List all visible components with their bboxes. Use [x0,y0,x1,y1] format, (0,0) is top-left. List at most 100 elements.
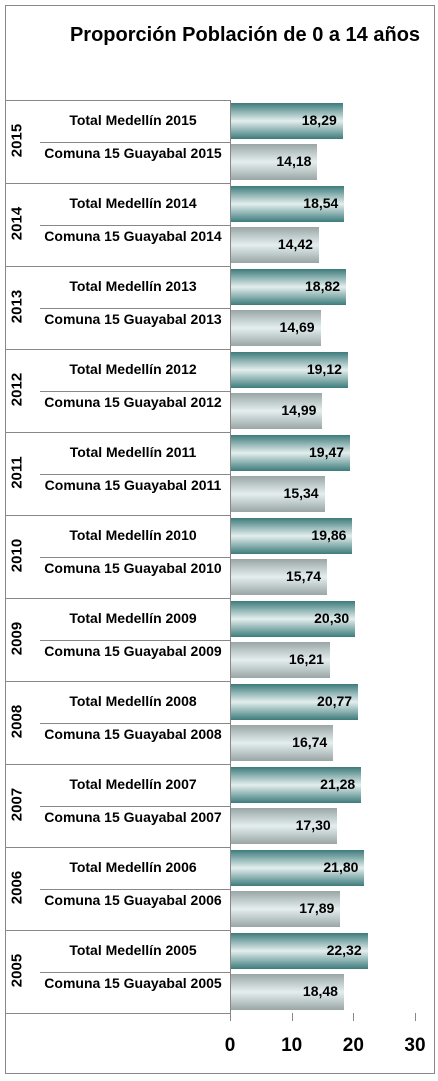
bar [230,808,337,845]
bar [230,227,319,264]
bar [230,559,328,596]
value-label: 17,30 [295,817,331,834]
group-separator [5,598,230,599]
group-label: 2013 [8,289,26,323]
category-label: Total Medellín 2013 [69,277,197,294]
bar-separator [40,141,230,143]
category-label: Comuna 15 Guayabal 2009 [44,643,222,660]
group-separator [5,183,230,184]
group-separator [5,847,230,848]
bar-separator [40,473,230,475]
bar-separator [40,390,230,392]
category-label: Total Medellín 2005 [69,941,197,958]
x-tick-label: 10 [281,1035,303,1056]
value-label: 14,99 [281,402,317,419]
category-label: Total Medellín 2011 [69,443,197,460]
category-label: Total Medellín 2008 [69,692,197,709]
bar [230,144,318,181]
group-separator [5,681,230,682]
value-label: 14,42 [277,236,313,253]
x-tick-label: 20 [342,1035,364,1056]
bar-separator [40,805,230,807]
value-label: 19,86 [311,526,347,543]
value-label: 20,77 [317,692,353,709]
category-label: Total Medellín 2006 [69,858,197,875]
bar [230,393,323,430]
group-label: 2011 [8,455,26,489]
value-label: 21,28 [320,775,356,792]
bar [230,932,368,969]
group-separator [5,266,230,267]
bar [230,517,353,554]
value-label: 14,69 [279,319,315,336]
group-label: 2012 [8,372,26,406]
bar [230,891,341,928]
bar [230,766,362,803]
value-label: 18,29 [301,111,337,128]
group-separator [5,349,230,350]
category-label: Comuna 15 Guayabal 2005 [44,975,222,992]
group-label: 2007 [8,787,26,821]
category-label: Comuna 15 Guayabal 2006 [44,892,222,909]
value-label: 15,34 [283,485,319,502]
value-label: 18,48 [302,983,338,1000]
bar [230,185,345,222]
value-label: 19,12 [306,360,342,377]
bar-separator [40,307,230,309]
value-label: 16,21 [288,651,324,668]
group-label: 2009 [8,621,26,655]
category-label: Comuna 15 Guayabal 2010 [44,560,222,577]
category-label: Comuna 15 Guayabal 2015 [44,145,222,162]
bar [230,102,343,139]
group-label: 2008 [8,704,26,738]
group-separator [5,930,230,931]
category-label: Total Medellín 2015 [69,111,197,128]
group-separator [5,100,230,101]
bar-separator [40,639,230,641]
x-tick-label: 30 [404,1035,426,1056]
group-separator [5,764,230,765]
bar [230,849,365,886]
value-label: 17,89 [299,900,335,917]
tick-mark [291,1013,293,1021]
bar [230,974,344,1011]
bar [230,725,334,762]
value-label: 21,80 [323,858,359,875]
bar [230,434,351,471]
group-label: 2014 [8,206,26,240]
value-label: 14,18 [276,153,312,170]
value-label: 22,32 [326,941,362,958]
value-label: 19,47 [309,443,345,460]
category-label: Comuna 15 Guayabal 2008 [44,726,222,743]
category-label: Total Medellín 2014 [69,194,197,211]
category-label: Comuna 15 Guayabal 2011 [44,477,222,494]
category-label: Comuna 15 Guayabal 2012 [44,394,222,411]
bar [230,476,325,513]
group-label: 2005 [8,953,26,987]
value-label: 18,54 [303,194,339,211]
group-label: 2010 [8,538,26,572]
bar [230,683,359,720]
frame [5,5,435,1074]
value-label: 15,74 [286,568,322,585]
bar [230,642,330,679]
bar [230,268,347,305]
group-separator [5,1013,230,1014]
category-label: Total Medellín 2007 [69,775,197,792]
axis-line [230,100,231,1021]
bar [230,600,356,637]
value-label: 18,82 [305,277,341,294]
group-separator [5,432,230,433]
bar-separator [40,888,230,890]
bar [230,351,348,388]
bar-separator [40,224,230,226]
tick-mark [353,1013,355,1021]
value-label: 16,74 [292,734,328,751]
category-label: Comuna 15 Guayabal 2014 [44,228,222,245]
category-label: Comuna 15 Guayabal 2013 [44,311,222,328]
category-label: Total Medellín 2010 [69,526,197,543]
category-label: Total Medellín 2012 [69,360,197,377]
tick-mark [230,1013,231,1021]
bar-separator [40,722,230,724]
